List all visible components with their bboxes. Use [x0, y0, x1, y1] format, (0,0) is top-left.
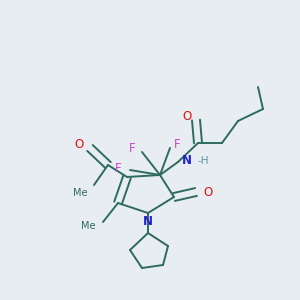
Text: O: O — [203, 185, 212, 199]
Text: O: O — [75, 139, 84, 152]
Text: O: O — [183, 110, 192, 122]
Text: -H: -H — [197, 156, 208, 166]
Text: Me: Me — [74, 188, 88, 198]
Text: F: F — [129, 142, 136, 154]
Text: F: F — [116, 161, 122, 175]
Text: Me: Me — [80, 221, 95, 231]
Text: N: N — [182, 154, 192, 166]
Text: F: F — [174, 137, 181, 151]
Text: N: N — [143, 215, 153, 228]
